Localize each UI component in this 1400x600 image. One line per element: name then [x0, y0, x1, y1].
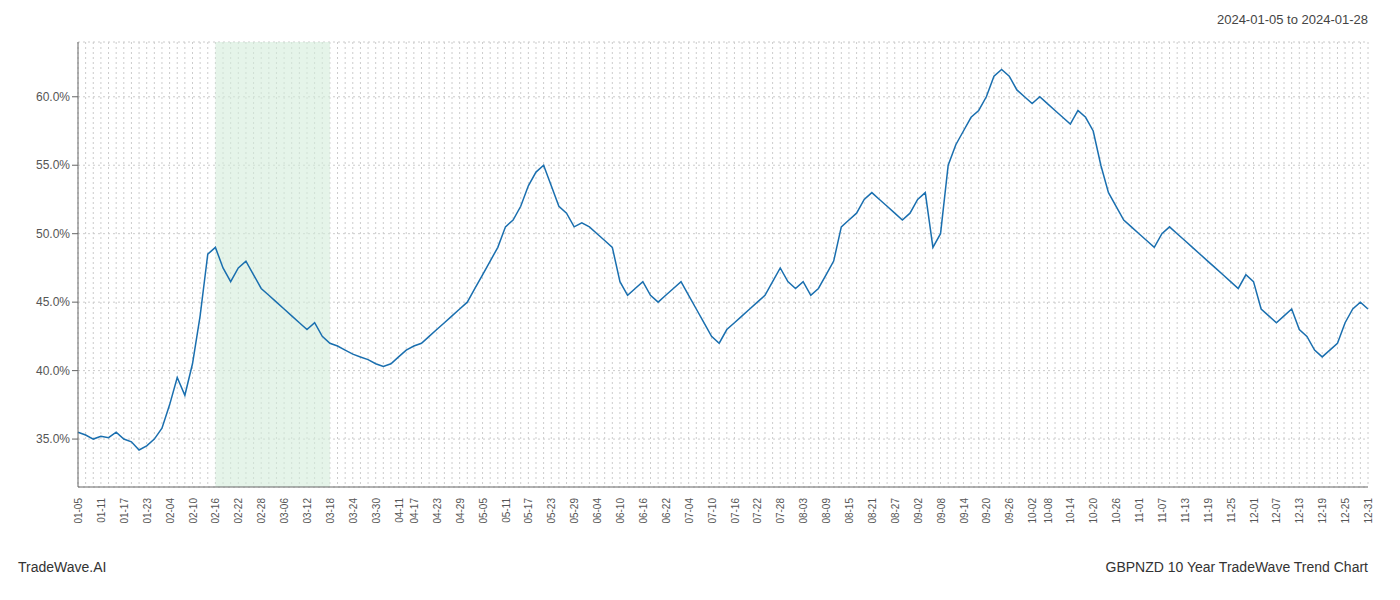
svg-text:11-07: 11-07: [1157, 498, 1168, 523]
svg-text:11-13: 11-13: [1180, 498, 1191, 523]
svg-text:60.0%: 60.0%: [36, 90, 70, 104]
svg-text:10-02: 10-02: [1027, 498, 1038, 524]
svg-text:12-13: 12-13: [1294, 498, 1305, 524]
svg-text:06-22: 06-22: [661, 498, 672, 524]
svg-text:55.0%: 55.0%: [36, 158, 70, 172]
svg-text:04-11: 04-11: [394, 498, 405, 523]
svg-text:02-10: 02-10: [188, 498, 199, 524]
svg-text:06-04: 06-04: [592, 498, 603, 524]
svg-text:05-05: 05-05: [478, 498, 489, 524]
svg-text:03-18: 03-18: [325, 498, 336, 524]
svg-text:06-16: 06-16: [638, 498, 649, 524]
html-text:TradeWave.AI: TradeWave.AI: [18, 559, 107, 575]
svg-text:12-07: 12-07: [1272, 498, 1283, 524]
svg-text:11-25: 11-25: [1226, 498, 1237, 523]
svg-text:12-31: 12-31: [1363, 498, 1374, 524]
svg-text:02-16: 02-16: [210, 498, 221, 524]
svg-text:07-16: 07-16: [730, 498, 741, 524]
svg-text:07-22: 07-22: [752, 498, 763, 524]
svg-text:01-11: 01-11: [96, 498, 107, 523]
svg-text:08-21: 08-21: [867, 498, 878, 524]
svg-text:09-02: 09-02: [913, 498, 924, 524]
svg-text:01-17: 01-17: [119, 498, 130, 524]
svg-text:10-14: 10-14: [1065, 498, 1076, 524]
svg-text:05-17: 05-17: [523, 498, 534, 524]
svg-text:04-17: 04-17: [409, 498, 420, 524]
svg-text:35.0%: 35.0%: [36, 432, 70, 446]
svg-text:07-28: 07-28: [775, 498, 786, 524]
svg-text:11-19: 11-19: [1203, 498, 1214, 523]
svg-text:03-30: 03-30: [371, 498, 382, 524]
svg-text:10-08: 10-08: [1043, 498, 1054, 524]
svg-text:05-29: 05-29: [569, 498, 580, 524]
svg-text:03-24: 03-24: [348, 498, 359, 524]
svg-text:02-04: 02-04: [165, 498, 176, 524]
svg-text:45.0%: 45.0%: [36, 295, 70, 309]
svg-text:05-11: 05-11: [501, 498, 512, 523]
svg-text:05-23: 05-23: [546, 498, 557, 524]
svg-text:01-05: 01-05: [73, 498, 84, 524]
svg-text:08-09: 08-09: [821, 498, 832, 524]
svg-text:10-20: 10-20: [1088, 498, 1099, 524]
html-text:2024-01-05 to 2024-01-28: 2024-01-05 to 2024-01-28: [1216, 12, 1368, 27]
svg-text:12-01: 12-01: [1249, 498, 1260, 524]
svg-text:12-25: 12-25: [1340, 498, 1351, 524]
svg-text:40.0%: 40.0%: [36, 364, 70, 378]
svg-text:09-08: 09-08: [936, 498, 947, 524]
svg-text:09-14: 09-14: [959, 498, 970, 524]
svg-text:06-10: 06-10: [615, 498, 626, 524]
svg-text:07-04: 07-04: [684, 498, 695, 524]
svg-text:08-15: 08-15: [844, 498, 855, 524]
svg-text:50.0%: 50.0%: [36, 227, 70, 241]
svg-text:03-12: 03-12: [302, 498, 313, 524]
svg-text:03-06: 03-06: [279, 498, 290, 524]
svg-text:08-27: 08-27: [890, 498, 901, 524]
svg-text:09-20: 09-20: [981, 498, 992, 524]
svg-text:01-23: 01-23: [142, 498, 153, 524]
svg-text:02-28: 02-28: [256, 498, 267, 524]
html-text:GBPNZD 10 Year TradeWave Trend: GBPNZD 10 Year TradeWave Trend Chart: [1105, 559, 1368, 575]
svg-text:07-10: 07-10: [707, 498, 718, 524]
svg-text:12-19: 12-19: [1317, 498, 1328, 524]
svg-text:08-03: 08-03: [798, 498, 809, 524]
svg-text:02-22: 02-22: [233, 498, 244, 524]
svg-text:04-29: 04-29: [455, 498, 466, 524]
svg-text:09-26: 09-26: [1004, 498, 1015, 524]
svg-text:11-01: 11-01: [1134, 498, 1145, 523]
svg-text:04-23: 04-23: [432, 498, 443, 524]
svg-text:10-26: 10-26: [1111, 498, 1122, 524]
